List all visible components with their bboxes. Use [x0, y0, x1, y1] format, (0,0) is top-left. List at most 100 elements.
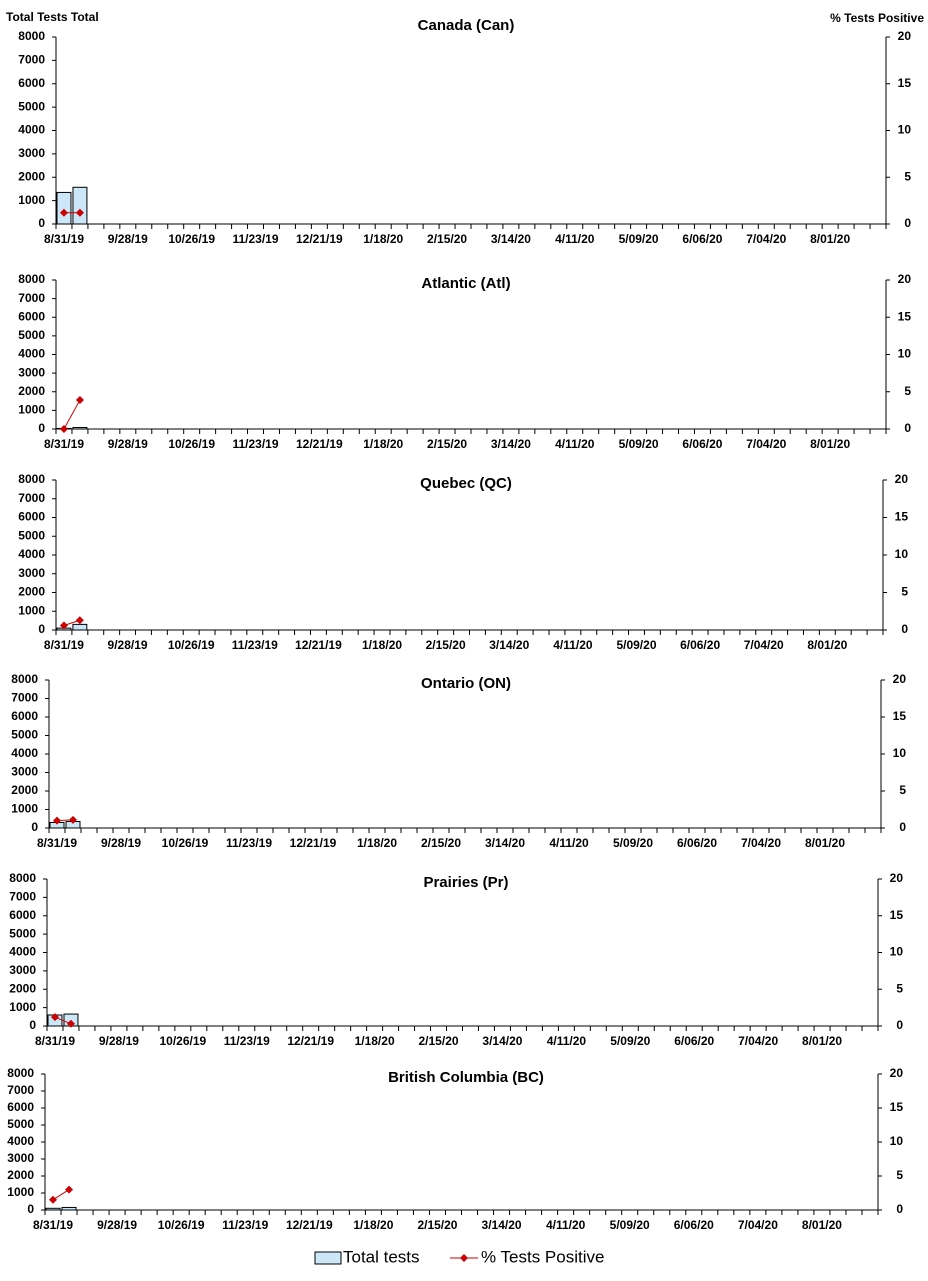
y-tick-label: 2000 [11, 783, 38, 797]
x-tick-label: 2/15/20 [419, 1034, 459, 1048]
x-tick-label: 2/15/20 [417, 1218, 457, 1232]
y-tick-label: 4000 [18, 347, 45, 361]
y-tick-label: 2000 [18, 585, 45, 599]
y-tick-label: 4000 [11, 746, 38, 760]
y-tick-label: 8000 [11, 672, 38, 686]
y-tick-label: 8000 [18, 472, 45, 486]
bar [45, 1207, 61, 1211]
y-tick-label: 5000 [7, 1117, 34, 1131]
y-tick-label: 1000 [18, 193, 45, 207]
y-tick-label: 5000 [18, 99, 45, 113]
x-tick-label: 12/21/19 [290, 836, 337, 850]
x-tick-label: 8/01/20 [805, 836, 845, 850]
pct-line [52, 1189, 70, 1201]
legend-label: % Tests Positive [481, 1247, 604, 1266]
x-tick-label: 10/26/19 [158, 1218, 205, 1232]
pct-marker [75, 208, 84, 217]
x-tick-label: 2/15/20 [421, 836, 461, 850]
y-tick-label: 0 [27, 1202, 34, 1216]
x-tick-label: 4/11/20 [547, 1034, 587, 1048]
x-tick-label: 7/04/20 [741, 836, 781, 850]
x-tick-label: 11/23/19 [232, 437, 278, 451]
x-tick-label: 2/15/20 [426, 638, 466, 652]
y2-tick-label: 10 [898, 123, 912, 137]
y-tick-label: 5000 [18, 528, 45, 542]
y2-tick-label: 0 [904, 216, 911, 230]
y2-tick-label: 20 [898, 29, 912, 43]
y2-tick-label: 5 [899, 783, 906, 797]
x-tick-label: 7/04/20 [738, 1034, 778, 1048]
x-tick-label: 11/23/19 [232, 232, 278, 246]
y2-tick-label: 5 [904, 384, 911, 398]
y-tick-label: 8000 [9, 871, 36, 885]
chart-title: British Columbia (BC) [388, 1069, 544, 1086]
y2-tick-label: 0 [896, 1018, 903, 1032]
y2-tick-label: 10 [890, 1134, 904, 1148]
y2-tick-label: 10 [895, 547, 909, 561]
x-tick-label: 6/06/20 [682, 232, 722, 246]
x-tick-label: 10/26/19 [168, 232, 215, 246]
y-tick-label: 2000 [7, 1168, 34, 1182]
x-tick-label: 6/06/20 [682, 437, 722, 451]
pct-marker [59, 621, 68, 630]
x-tick-label: 5/09/20 [619, 232, 659, 246]
y-tick-label: 6000 [18, 76, 45, 90]
legend-marker [460, 1254, 468, 1262]
legend-label: Total tests [343, 1247, 420, 1266]
x-tick-label: 10/26/19 [159, 1034, 206, 1048]
chart-title: Prairies (Pr) [423, 874, 508, 891]
y-tick-label: 0 [31, 820, 38, 834]
y-tick-label: 8000 [7, 1066, 34, 1080]
x-tick-label: 9/28/19 [101, 836, 141, 850]
y-tick-label: 5000 [9, 926, 36, 940]
y-tick-label: 3000 [11, 765, 38, 779]
x-tick-label: 8/01/20 [810, 232, 850, 246]
x-tick-label: 7/04/20 [746, 232, 786, 246]
x-tick-label: 12/21/19 [286, 1218, 333, 1232]
x-tick-label: 6/06/20 [674, 1218, 714, 1232]
bar [72, 427, 88, 430]
x-tick-label: 8/31/19 [44, 638, 84, 652]
x-tick-label: 8/31/19 [37, 836, 77, 850]
x-tick-label: 10/26/19 [168, 437, 215, 451]
x-tick-label: 4/11/20 [546, 1218, 586, 1232]
x-tick-label: 6/06/20 [680, 638, 720, 652]
y2-tick-label: 20 [895, 472, 909, 486]
chart-title: Atlantic (Atl) [421, 275, 510, 292]
y2-tick-label: 15 [890, 908, 904, 922]
y-tick-label: 4000 [7, 1134, 34, 1148]
y2-axis-title: % Tests Positive [830, 11, 924, 25]
y-tick-label: 6000 [18, 510, 45, 524]
y2-tick-label: 10 [890, 945, 904, 959]
y-tick-label: 7000 [18, 291, 45, 305]
x-tick-label: 10/26/19 [162, 836, 209, 850]
y-tick-label: 6000 [7, 1100, 34, 1114]
y-tick-label: 3000 [7, 1151, 34, 1165]
y-axis-title: Total Tests Total [6, 10, 99, 24]
x-tick-label: 4/11/20 [555, 437, 595, 451]
x-tick-label: 8/31/19 [35, 1034, 75, 1048]
x-tick-label: 3/14/20 [489, 638, 529, 652]
pct-marker [53, 816, 61, 825]
y-tick-label: 3000 [18, 566, 45, 580]
x-tick-label: 12/21/19 [295, 638, 342, 652]
y-tick-label: 0 [29, 1018, 36, 1032]
pct-marker [59, 425, 68, 433]
y-tick-label: 6000 [18, 309, 45, 323]
y2-tick-label: 10 [893, 746, 907, 760]
y-tick-label: 1000 [9, 1000, 36, 1014]
y-tick-label: 1000 [7, 1185, 34, 1199]
x-tick-label: 3/14/20 [491, 437, 531, 451]
x-tick-label: 5/09/20 [619, 437, 659, 451]
x-tick-label: 5/09/20 [616, 638, 656, 652]
y-tick-label: 7000 [11, 691, 38, 705]
y2-tick-label: 15 [895, 510, 909, 524]
chart-title: Canada (Can) [418, 17, 515, 34]
x-tick-label: 7/04/20 [738, 1218, 778, 1232]
x-tick-label: 6/06/20 [677, 836, 717, 850]
pct-marker [75, 395, 84, 404]
y2-tick-label: 20 [890, 871, 904, 885]
y-tick-label: 8000 [18, 29, 45, 43]
pct-marker [50, 1013, 59, 1022]
